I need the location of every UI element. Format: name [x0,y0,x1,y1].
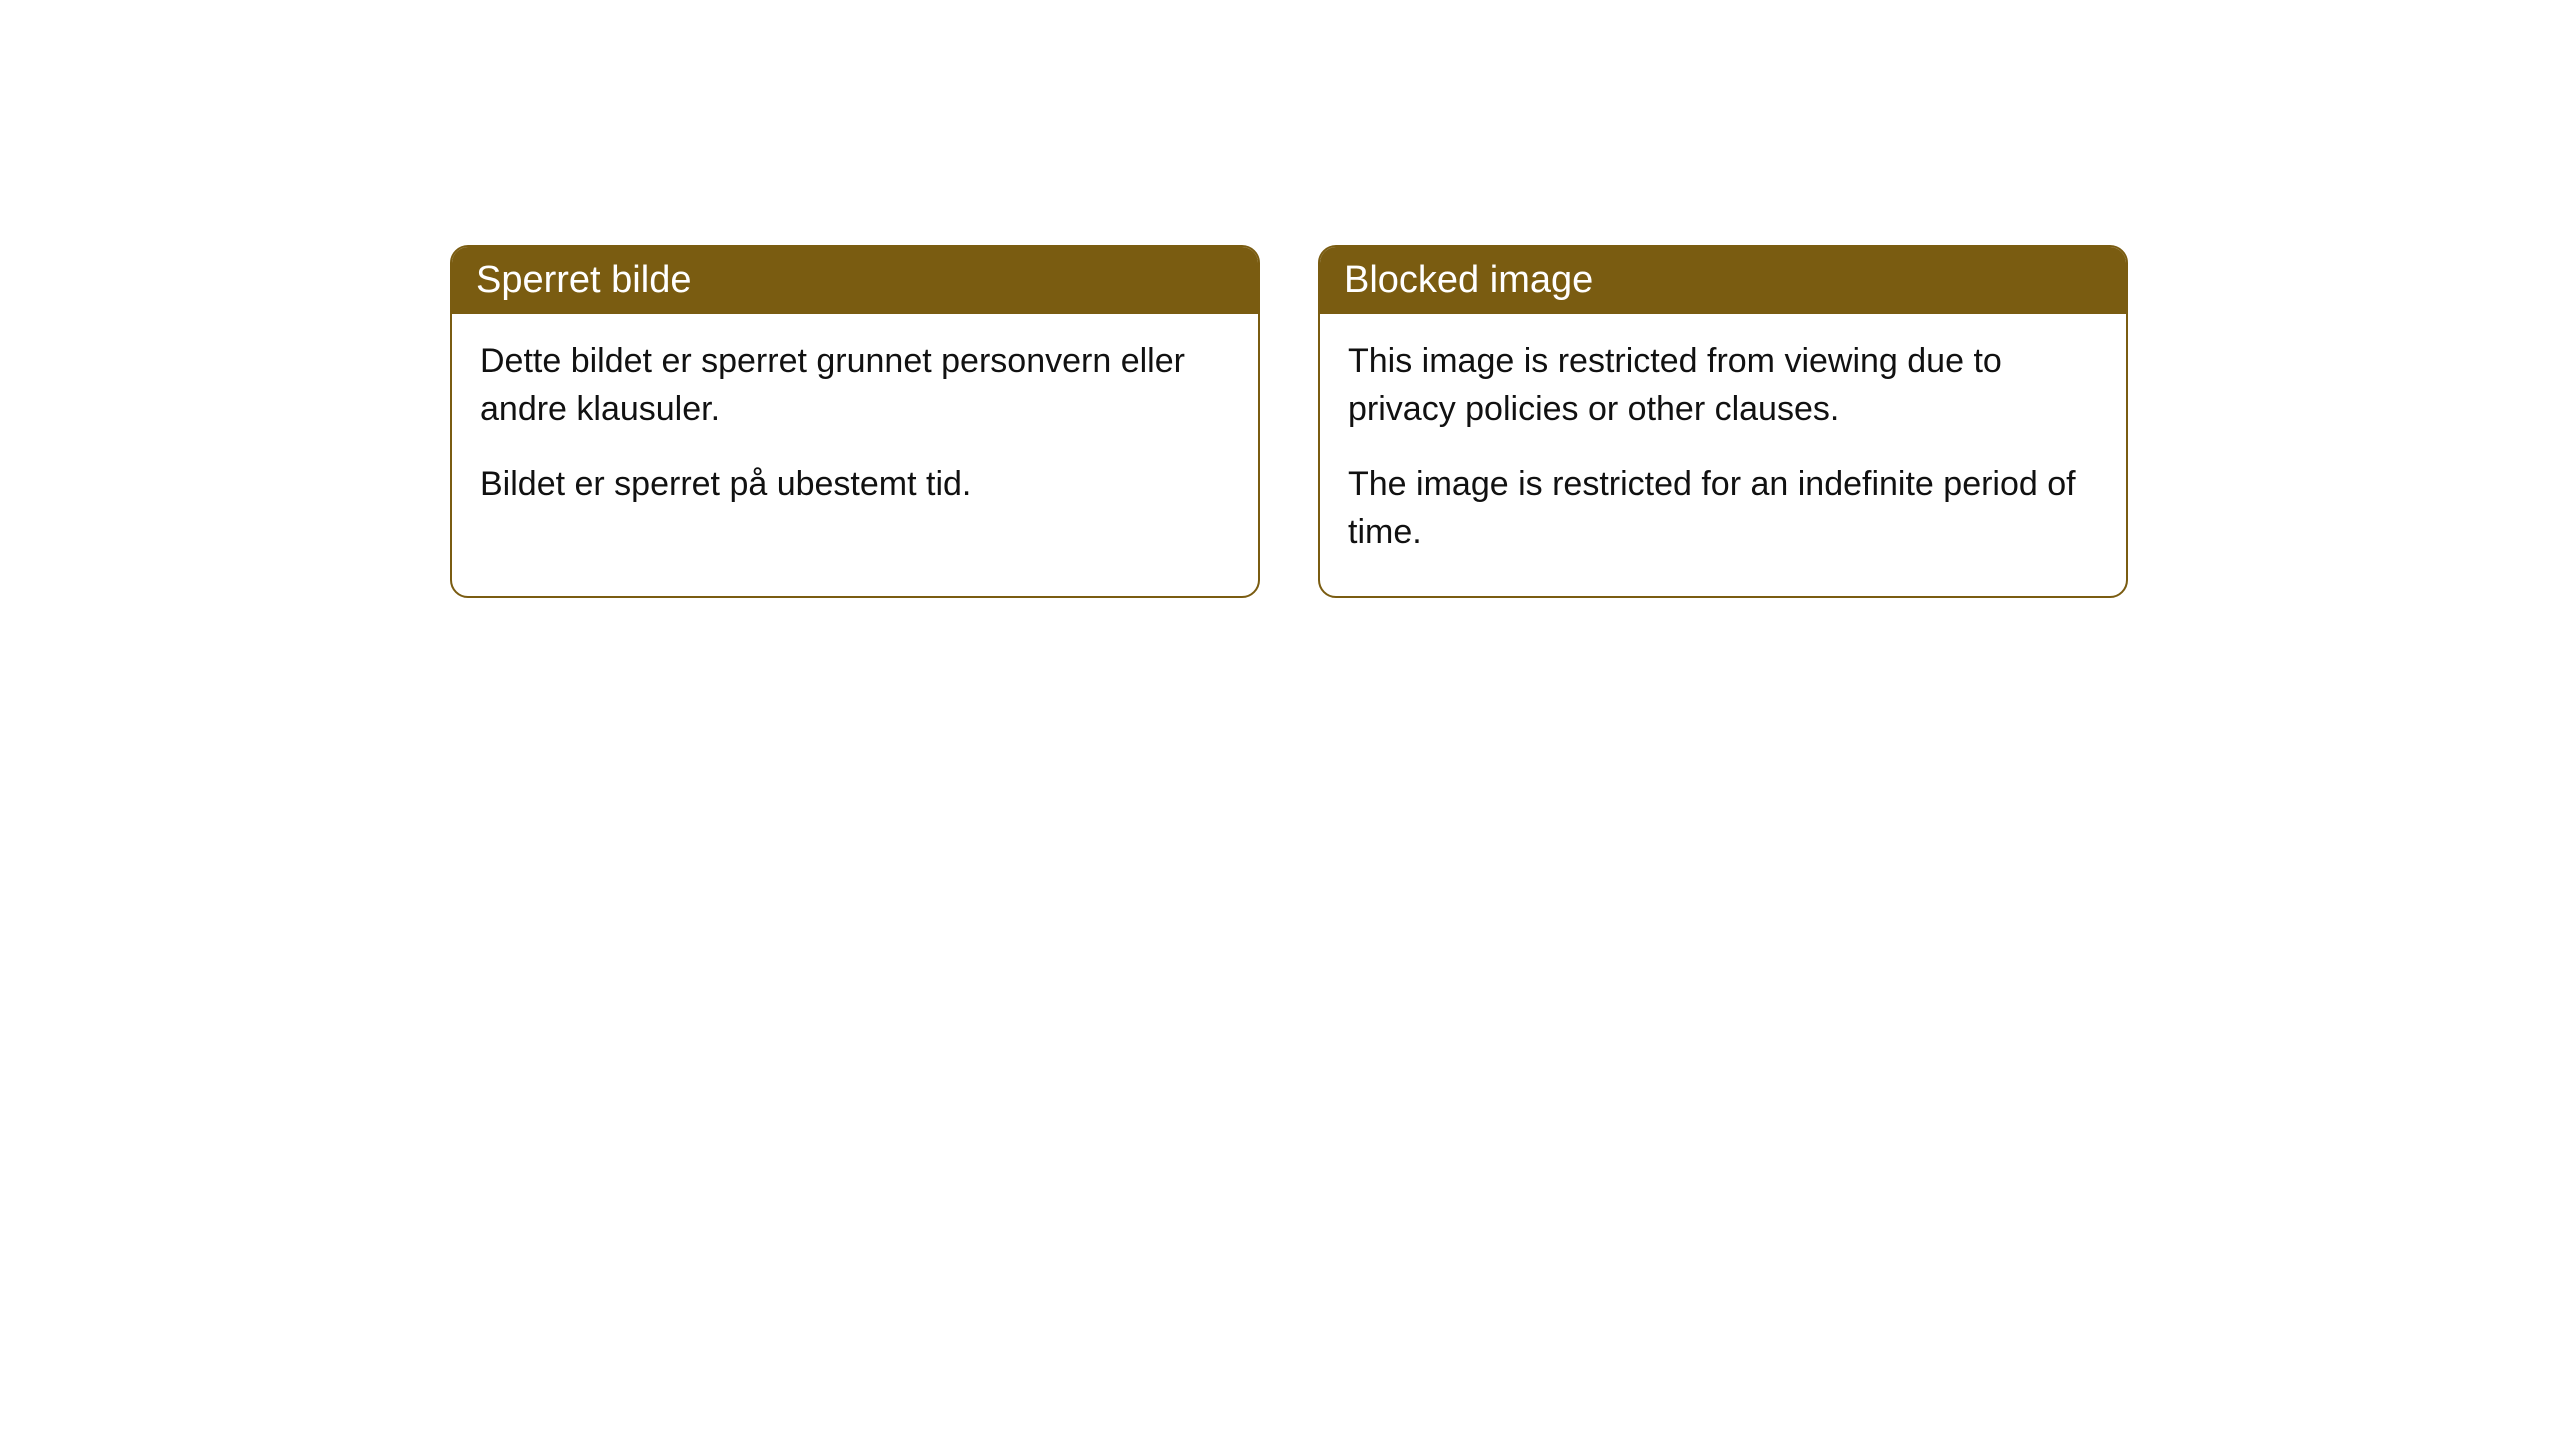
card-header-norwegian: Sperret bilde [452,247,1258,314]
card-text-english-1: This image is restricted from viewing du… [1348,338,2098,433]
card-body-norwegian: Dette bildet er sperret grunnet personve… [452,314,1258,549]
card-header-english: Blocked image [1320,247,2126,314]
card-text-norwegian-2: Bildet er sperret på ubestemt tid. [480,461,1230,509]
notice-cards-container: Sperret bilde Dette bildet er sperret gr… [450,245,2128,598]
card-text-english-2: The image is restricted for an indefinit… [1348,461,2098,556]
notice-card-norwegian: Sperret bilde Dette bildet er sperret gr… [450,245,1260,598]
card-text-norwegian-1: Dette bildet er sperret grunnet personve… [480,338,1230,433]
card-body-english: This image is restricted from viewing du… [1320,314,2126,596]
notice-card-english: Blocked image This image is restricted f… [1318,245,2128,598]
